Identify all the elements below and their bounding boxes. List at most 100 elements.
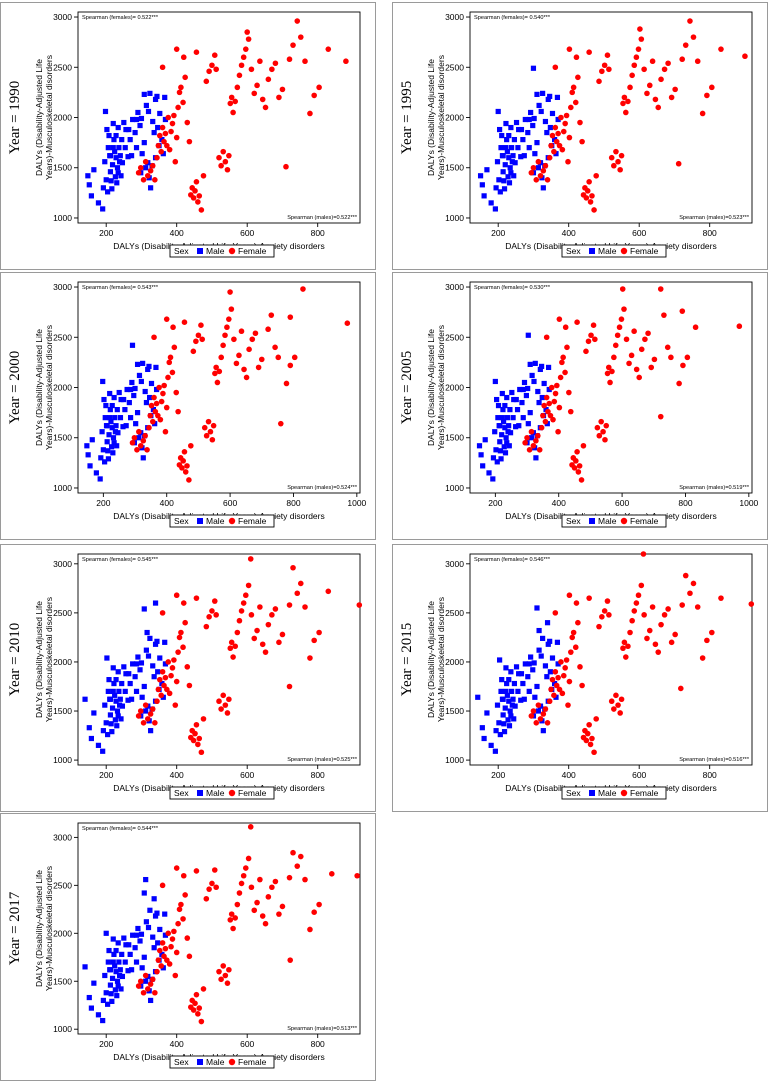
male-point	[133, 688, 140, 694]
male-point	[508, 713, 514, 719]
female-point	[140, 176, 147, 183]
legend: Sex Male Female	[169, 244, 275, 258]
male-point	[553, 694, 559, 700]
female-point	[137, 164, 144, 171]
female-point	[248, 66, 255, 73]
female-point	[325, 588, 332, 595]
male-point	[143, 102, 149, 109]
female-point	[227, 645, 234, 652]
female-point	[646, 627, 653, 634]
female-point	[272, 344, 278, 351]
x-tick-label: 600	[615, 498, 629, 508]
female-point	[160, 390, 166, 397]
male-point	[122, 959, 128, 965]
male-point	[502, 705, 508, 711]
female-point	[530, 442, 537, 449]
male-point	[143, 165, 149, 171]
male-point	[513, 119, 520, 126]
male-point	[525, 674, 531, 680]
male-point	[516, 423, 522, 429]
male-point	[502, 162, 508, 168]
female-point	[699, 110, 706, 117]
y-axis-title: DALYs (Disability-Adjusted LifeYears)-Mu…	[34, 866, 54, 991]
legend-box	[561, 514, 667, 528]
female-point	[542, 706, 549, 712]
male-point	[142, 388, 148, 395]
legend-male-marker	[197, 790, 203, 796]
male-point	[497, 448, 504, 454]
y-axis-title-line2: Years)-Musculoskeletal disorders	[44, 866, 54, 991]
female-point	[251, 90, 258, 97]
female-point	[175, 104, 181, 111]
female-point	[152, 720, 158, 726]
female-point	[555, 130, 561, 137]
male-point	[125, 968, 131, 974]
female-point	[535, 702, 542, 708]
male-point	[480, 463, 486, 469]
female-point	[158, 398, 165, 405]
male-point	[544, 674, 550, 680]
female-point	[620, 100, 626, 107]
x-tick-label: 200	[99, 1039, 113, 1049]
female-point	[279, 903, 286, 910]
male-point	[152, 641, 159, 647]
female-point	[572, 99, 579, 106]
male-point	[137, 938, 143, 944]
male-point	[103, 177, 109, 183]
female-point	[573, 458, 579, 464]
female-point	[135, 983, 142, 989]
male-point	[106, 132, 112, 139]
male-point	[105, 145, 111, 151]
female-point	[290, 849, 296, 856]
female-point	[230, 925, 236, 932]
female-point	[180, 644, 186, 651]
female-point	[173, 389, 180, 396]
female-point	[251, 635, 258, 642]
male-point	[521, 379, 528, 386]
male-point	[546, 386, 552, 393]
female-point	[159, 64, 166, 71]
female-point	[559, 146, 566, 153]
female-point	[236, 72, 243, 79]
male-point	[101, 396, 107, 403]
female-point	[644, 635, 650, 642]
male-point	[106, 677, 112, 683]
female-point	[156, 947, 163, 954]
male-point	[492, 206, 498, 212]
female-point	[682, 572, 689, 579]
legend-box	[561, 244, 667, 258]
male-point	[105, 1001, 111, 1007]
female-point	[175, 649, 181, 655]
male-point	[157, 110, 163, 117]
female-point	[616, 324, 623, 331]
female-point	[528, 713, 535, 719]
male-point	[540, 728, 546, 734]
female-point	[199, 336, 206, 343]
female-point	[535, 432, 541, 439]
male-point	[107, 415, 113, 421]
male-point	[125, 154, 131, 160]
female-point	[265, 621, 272, 628]
y-axis-title-line1: DALYs (Disability-Adjusted Life	[34, 329, 44, 446]
y-tick-label: 1000	[53, 213, 72, 223]
male-point	[122, 407, 128, 413]
female-point	[604, 370, 611, 377]
male-point	[104, 126, 110, 133]
female-point	[552, 610, 559, 616]
female-point	[658, 621, 664, 628]
male-point	[526, 145, 532, 151]
legend-title: Sex	[174, 1057, 189, 1067]
female-point	[193, 721, 200, 728]
female-point	[575, 74, 581, 81]
x-tick-label: 600	[240, 228, 254, 238]
male-point	[534, 683, 540, 690]
male-point	[127, 386, 134, 393]
male-point	[545, 641, 551, 647]
female-point	[297, 580, 304, 587]
x-tick-label: 600	[240, 1039, 254, 1049]
male-point	[155, 124, 161, 131]
legend-female-marker	[228, 1058, 236, 1066]
male-point	[522, 116, 528, 123]
female-point	[658, 76, 664, 83]
female-point	[625, 643, 631, 650]
